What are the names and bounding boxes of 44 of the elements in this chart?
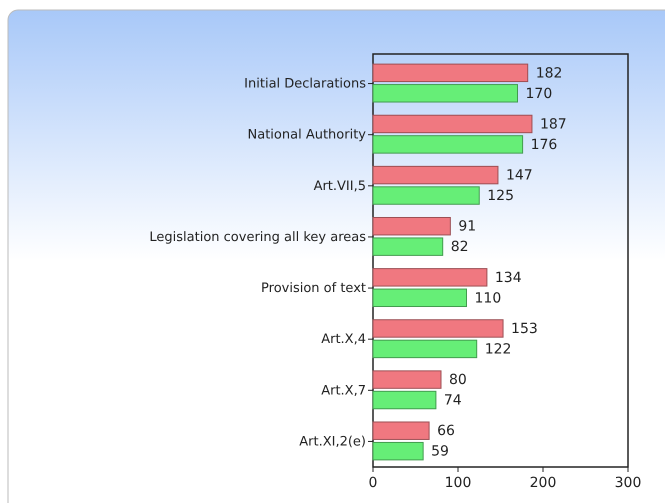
y-tick-label: Provision of text xyxy=(261,281,366,296)
y-tick-label: Art.XI,2(e) xyxy=(299,434,366,450)
x-tick-label: 300 xyxy=(614,475,642,491)
bar xyxy=(372,84,518,103)
y-tick-label: Initial Declarations xyxy=(244,76,366,92)
bar xyxy=(372,216,451,236)
data-label: 134 xyxy=(494,270,522,286)
bar xyxy=(372,135,524,154)
bar xyxy=(372,166,498,184)
x-tick-label: 0 xyxy=(368,475,378,491)
data-label: 125 xyxy=(487,188,514,204)
data-label: 187 xyxy=(540,116,567,132)
data-label: 66 xyxy=(437,423,456,440)
data-label: 122 xyxy=(484,341,512,358)
x-tick-label: 100 xyxy=(444,475,472,491)
y-tick-label: National Authority xyxy=(248,128,366,143)
x-tick-label: 200 xyxy=(530,475,556,491)
bar xyxy=(372,319,504,338)
bar xyxy=(372,390,436,410)
data-label: 147 xyxy=(506,168,533,184)
bar xyxy=(372,186,480,205)
data-label: 59 xyxy=(431,444,449,460)
data-label: 153 xyxy=(511,320,538,337)
data-label: 170 xyxy=(526,86,552,102)
data-label: 182 xyxy=(536,65,562,82)
bar xyxy=(372,288,467,308)
bar xyxy=(372,340,478,358)
data-label: 82 xyxy=(450,239,469,256)
data-label: 80 xyxy=(449,372,467,388)
data-label: 176 xyxy=(530,136,558,153)
bar xyxy=(372,237,444,256)
y-tick-label: Art.X,7 xyxy=(321,383,366,398)
data-label: 91 xyxy=(458,218,476,235)
bar xyxy=(372,370,442,389)
data-label: 110 xyxy=(474,290,502,306)
bar xyxy=(372,114,532,134)
y-tick-label: Art.VII,5 xyxy=(314,178,366,194)
bar xyxy=(372,421,430,440)
y-tick-label: Legislation covering all key areas xyxy=(149,230,366,245)
bar xyxy=(372,268,488,287)
bar xyxy=(372,442,424,460)
data-label: 74 xyxy=(444,392,462,409)
bar xyxy=(372,64,528,82)
y-tick-label: Art.X,4 xyxy=(321,332,366,348)
